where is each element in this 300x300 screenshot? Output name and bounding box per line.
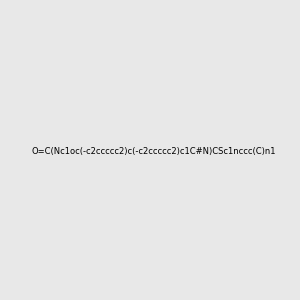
Text: O=C(Nc1oc(-c2ccccc2)c(-c2ccccc2)c1C#N)CSc1nccc(C)n1: O=C(Nc1oc(-c2ccccc2)c(-c2ccccc2)c1C#N)CS… [32, 147, 276, 156]
